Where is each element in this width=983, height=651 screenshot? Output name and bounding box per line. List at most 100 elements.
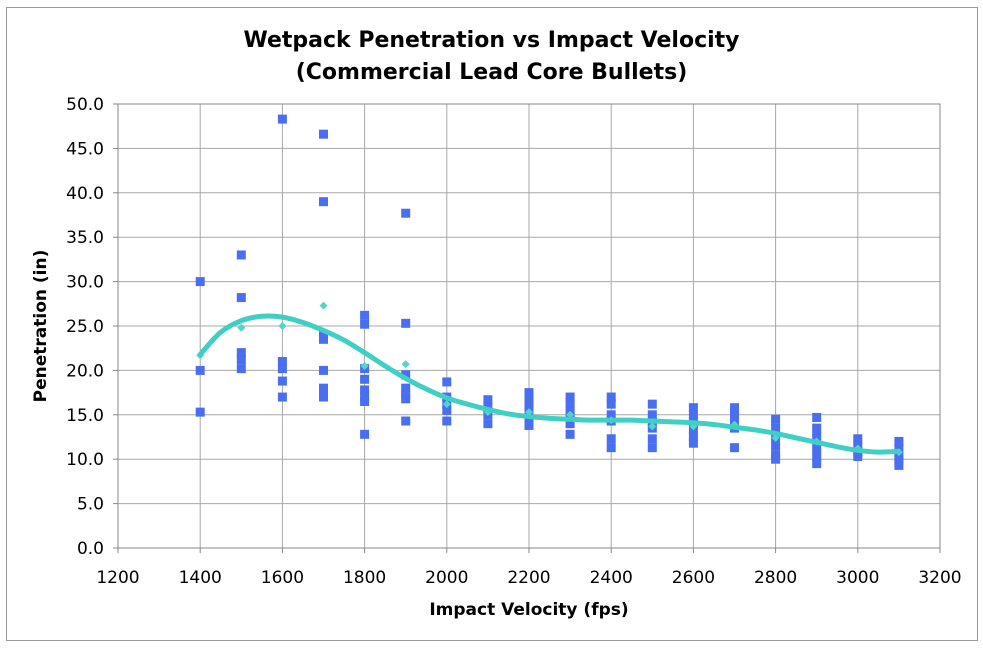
- average-point: [360, 361, 369, 370]
- data-point: [730, 403, 739, 413]
- data-point: [524, 388, 534, 398]
- x-tick-label: 1400: [179, 568, 222, 588]
- data-point: [360, 396, 370, 406]
- data-point: [277, 114, 287, 124]
- x-tick-label: 1800: [343, 568, 386, 588]
- data-point: [771, 423, 781, 433]
- data-point: [565, 392, 575, 402]
- x-tick-label: 2000: [425, 568, 468, 588]
- data-point: [894, 436, 904, 446]
- data-point: [319, 392, 328, 402]
- x-tick-label: 3000: [836, 568, 879, 588]
- data-point: [195, 407, 205, 417]
- data-point: [771, 454, 781, 464]
- average-point: [648, 422, 657, 431]
- data-point: [319, 365, 328, 375]
- y-tick-label: 5.0: [77, 495, 104, 515]
- data-point: [236, 348, 246, 358]
- trendline-group: [197, 313, 902, 455]
- x-tick-label: 2800: [754, 568, 797, 588]
- y-tick-label: 40.0: [66, 184, 104, 204]
- data-point: [360, 429, 370, 439]
- y-tick-label: 45.0: [66, 139, 104, 159]
- data-point: [442, 416, 452, 426]
- chart-subtitle: (Commercial Lead Core Bullets): [295, 60, 688, 85]
- data-point: [894, 460, 904, 470]
- data-point: [688, 438, 698, 448]
- average-point: [278, 322, 287, 330]
- y-tick-label: 15.0: [66, 406, 104, 426]
- data-point: [360, 319, 370, 329]
- data-point: [688, 403, 698, 413]
- data-point: [277, 392, 287, 402]
- data-point: [483, 419, 493, 429]
- plot-area-border: [117, 103, 941, 549]
- chart-frame: [6, 7, 978, 641]
- data-point: [524, 394, 534, 404]
- data-point: [771, 441, 781, 451]
- data-point: [812, 459, 822, 469]
- tick-labels: 0.0 5.0 10.0 15.0 20.0 25.0 30.0 35.0 40.0 45.0 50…: [66, 95, 961, 588]
- y-tick-label: 10.0: [66, 450, 104, 470]
- average-point: [442, 400, 451, 409]
- data-point: [812, 412, 822, 422]
- data-point: [688, 432, 698, 442]
- data-point: [524, 414, 534, 424]
- data-point: [771, 414, 781, 424]
- data-point: [730, 410, 739, 420]
- data-point: [606, 434, 616, 444]
- data-point: [606, 392, 616, 402]
- data-point: [606, 399, 616, 409]
- data-point: [360, 310, 370, 320]
- data-point: [401, 416, 411, 426]
- y-tick-label: 0.0: [77, 539, 104, 559]
- data-point: [277, 376, 287, 386]
- data-point: [565, 429, 575, 439]
- average-point: [319, 301, 328, 310]
- axes: [113, 103, 941, 553]
- data-point: [277, 357, 287, 367]
- data-point: [565, 398, 575, 408]
- y-tick-label: 35.0: [66, 228, 104, 248]
- x-tick-label: 2600: [672, 568, 715, 588]
- data-point: [319, 334, 328, 344]
- data-point: [236, 293, 246, 303]
- data-point: [853, 434, 863, 444]
- data-point: [195, 277, 205, 287]
- y-tick-label: 20.0: [66, 361, 104, 381]
- data-point: [565, 405, 575, 415]
- data-point: [647, 443, 657, 453]
- data-point: [812, 443, 822, 453]
- data-point: [647, 410, 657, 420]
- x-tick-label: 2200: [507, 568, 550, 588]
- data-point: [483, 395, 493, 405]
- data-point: [688, 410, 698, 420]
- data-point: [647, 399, 657, 409]
- data-point: [319, 129, 328, 139]
- data-point: [853, 452, 863, 462]
- x-tick-label: 1200: [96, 568, 139, 588]
- y-tick-label: 25.0: [66, 317, 104, 337]
- x-axis-title: Impact Velocity (fps): [429, 600, 628, 620]
- data-point: [606, 410, 616, 420]
- data-point: [812, 432, 822, 442]
- x-tick-label: 2400: [590, 568, 633, 588]
- data-point: [401, 208, 411, 218]
- data-point: [730, 443, 739, 453]
- data-point: [195, 365, 205, 375]
- data-point: [524, 420, 534, 430]
- chart-title: Wetpack Penetration vs Impact Velocity: [243, 28, 740, 53]
- y-axis-title: Penetration (in): [31, 250, 51, 403]
- data-point: [647, 434, 657, 444]
- data-point: [442, 377, 452, 387]
- data-point: [442, 405, 452, 415]
- data-point: [236, 250, 246, 260]
- average-point: [401, 360, 410, 369]
- data-point: [277, 364, 287, 374]
- data-point: [401, 394, 411, 404]
- data-point: [360, 385, 370, 395]
- average-point: [237, 323, 246, 332]
- trendline: [197, 313, 902, 455]
- y-tick-label: 30.0: [66, 273, 104, 293]
- data-point: [401, 318, 411, 328]
